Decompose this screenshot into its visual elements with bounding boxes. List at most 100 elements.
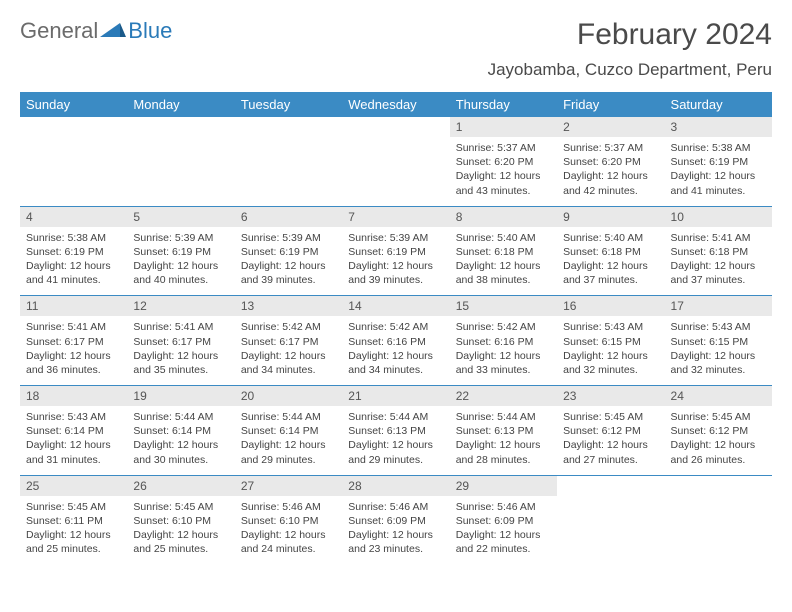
- sunrise-line: Sunrise: 5:44 AM: [348, 410, 443, 424]
- sunrise-label: Sunrise:: [456, 142, 497, 154]
- sunset-label: Sunset:: [456, 156, 495, 168]
- daylight-label: Daylight:: [241, 260, 285, 272]
- daylight-line: Daylight: 12 hours and 35 minutes.: [133, 349, 228, 377]
- day-cell: 22Sunrise: 5:44 AMSunset: 6:13 PMDayligh…: [450, 386, 557, 476]
- day-number-empty: [235, 117, 342, 137]
- day-number: 24: [665, 386, 772, 406]
- daylight-label: Daylight:: [671, 439, 715, 451]
- day-cell: 11Sunrise: 5:41 AMSunset: 6:17 PMDayligh…: [20, 296, 127, 386]
- month-title: February 2024: [488, 18, 772, 52]
- day-cell: 8Sunrise: 5:40 AMSunset: 6:18 PMDaylight…: [450, 206, 557, 296]
- sunset-value: 6:17 PM: [172, 336, 211, 348]
- sunset-value: 6:11 PM: [65, 515, 103, 527]
- daylight-line: Daylight: 12 hours and 33 minutes.: [456, 349, 551, 377]
- daylight-label: Daylight:: [456, 260, 500, 272]
- sunset-label: Sunset:: [456, 425, 495, 437]
- day-content: Sunrise: 5:46 AMSunset: 6:10 PMDaylight:…: [235, 496, 342, 565]
- day-content: Sunrise: 5:41 AMSunset: 6:18 PMDaylight:…: [665, 227, 772, 296]
- day-header-row: Sunday Monday Tuesday Wednesday Thursday…: [20, 92, 772, 117]
- sunset-value: 6:10 PM: [172, 515, 211, 527]
- daylight-label: Daylight:: [671, 350, 715, 362]
- day-cell: [342, 117, 449, 206]
- sunset-line: Sunset: 6:19 PM: [133, 245, 228, 259]
- daylight-line: Daylight: 12 hours and 34 minutes.: [241, 349, 336, 377]
- sunrise-label: Sunrise:: [26, 501, 67, 513]
- sunset-line: Sunset: 6:18 PM: [671, 245, 766, 259]
- day-cell: 20Sunrise: 5:44 AMSunset: 6:14 PMDayligh…: [235, 386, 342, 476]
- week-row: 1Sunrise: 5:37 AMSunset: 6:20 PMDaylight…: [20, 117, 772, 206]
- daylight-line: Daylight: 12 hours and 39 minutes.: [241, 259, 336, 287]
- sunrise-label: Sunrise:: [671, 142, 712, 154]
- sunset-value: 6:13 PM: [494, 425, 533, 437]
- day-content: Sunrise: 5:40 AMSunset: 6:18 PMDaylight:…: [557, 227, 664, 296]
- day-content: Sunrise: 5:39 AMSunset: 6:19 PMDaylight:…: [127, 227, 234, 296]
- day-number-empty: [342, 117, 449, 137]
- sunset-line: Sunset: 6:19 PM: [348, 245, 443, 259]
- daylight-line: Daylight: 12 hours and 34 minutes.: [348, 349, 443, 377]
- title-block: February 2024 Jayobamba, Cuzco Departmen…: [488, 18, 772, 80]
- daylight-line: Daylight: 12 hours and 37 minutes.: [671, 259, 766, 287]
- day-content: Sunrise: 5:42 AMSunset: 6:16 PMDaylight:…: [342, 316, 449, 385]
- sunrise-line: Sunrise: 5:44 AM: [133, 410, 228, 424]
- sunset-value: 6:17 PM: [279, 336, 318, 348]
- daylight-label: Daylight:: [26, 350, 70, 362]
- daylight-label: Daylight:: [563, 350, 607, 362]
- day-cell: 5Sunrise: 5:39 AMSunset: 6:19 PMDaylight…: [127, 206, 234, 296]
- sunset-line: Sunset: 6:12 PM: [563, 424, 658, 438]
- sunrise-line: Sunrise: 5:38 AM: [671, 141, 766, 155]
- day-content: Sunrise: 5:42 AMSunset: 6:17 PMDaylight:…: [235, 316, 342, 385]
- daylight-label: Daylight:: [26, 260, 70, 272]
- sunrise-value: 5:44 AM: [282, 411, 321, 423]
- sunset-value: 6:17 PM: [65, 336, 104, 348]
- sunset-line: Sunset: 6:20 PM: [456, 155, 551, 169]
- day-number: 7: [342, 207, 449, 227]
- day-content: Sunrise: 5:41 AMSunset: 6:17 PMDaylight:…: [20, 316, 127, 385]
- sunrise-value: 5:45 AM: [712, 411, 751, 423]
- sunset-value: 6:15 PM: [709, 336, 748, 348]
- sunrise-value: 5:39 AM: [390, 232, 429, 244]
- day-header-wednesday: Wednesday: [342, 92, 449, 117]
- sunset-value: 6:19 PM: [172, 246, 211, 258]
- sunrise-line: Sunrise: 5:39 AM: [348, 231, 443, 245]
- day-header-thursday: Thursday: [450, 92, 557, 117]
- sunset-value: 6:19 PM: [279, 246, 318, 258]
- day-cell: 9Sunrise: 5:40 AMSunset: 6:18 PMDaylight…: [557, 206, 664, 296]
- sunrise-label: Sunrise:: [133, 411, 174, 423]
- day-cell: 15Sunrise: 5:42 AMSunset: 6:16 PMDayligh…: [450, 296, 557, 386]
- sunset-line: Sunset: 6:16 PM: [456, 335, 551, 349]
- sunset-line: Sunset: 6:10 PM: [133, 514, 228, 528]
- sunset-value: 6:14 PM: [279, 425, 318, 437]
- day-number: 21: [342, 386, 449, 406]
- day-cell: 10Sunrise: 5:41 AMSunset: 6:18 PMDayligh…: [665, 206, 772, 296]
- sunset-value: 6:19 PM: [387, 246, 426, 258]
- sunrise-label: Sunrise:: [241, 232, 282, 244]
- day-cell: [557, 475, 664, 564]
- day-cell: 16Sunrise: 5:43 AMSunset: 6:15 PMDayligh…: [557, 296, 664, 386]
- sunrise-label: Sunrise:: [241, 411, 282, 423]
- sunset-line: Sunset: 6:14 PM: [133, 424, 228, 438]
- day-cell: 23Sunrise: 5:45 AMSunset: 6:12 PMDayligh…: [557, 386, 664, 476]
- day-cell: 28Sunrise: 5:46 AMSunset: 6:09 PMDayligh…: [342, 475, 449, 564]
- sunrise-value: 5:42 AM: [282, 321, 321, 333]
- day-number: 1: [450, 117, 557, 137]
- sunset-line: Sunset: 6:17 PM: [133, 335, 228, 349]
- sunset-label: Sunset:: [241, 336, 280, 348]
- sunset-label: Sunset:: [133, 425, 172, 437]
- sunset-value: 6:19 PM: [65, 246, 104, 258]
- sunset-value: 6:18 PM: [494, 246, 533, 258]
- day-cell: 13Sunrise: 5:42 AMSunset: 6:17 PMDayligh…: [235, 296, 342, 386]
- sunrise-value: 5:46 AM: [497, 501, 536, 513]
- sunset-label: Sunset:: [563, 246, 602, 258]
- sunrise-line: Sunrise: 5:45 AM: [26, 500, 121, 514]
- day-cell: 25Sunrise: 5:45 AMSunset: 6:11 PMDayligh…: [20, 475, 127, 564]
- day-cell: 19Sunrise: 5:44 AMSunset: 6:14 PMDayligh…: [127, 386, 234, 476]
- sunset-value: 6:09 PM: [494, 515, 533, 527]
- sunrise-label: Sunrise:: [456, 411, 497, 423]
- day-content: Sunrise: 5:44 AMSunset: 6:13 PMDaylight:…: [342, 406, 449, 475]
- day-content: Sunrise: 5:43 AMSunset: 6:15 PMDaylight:…: [557, 316, 664, 385]
- day-number-empty: [20, 117, 127, 137]
- day-cell: 2Sunrise: 5:37 AMSunset: 6:20 PMDaylight…: [557, 117, 664, 206]
- day-content: Sunrise: 5:44 AMSunset: 6:14 PMDaylight:…: [127, 406, 234, 475]
- day-number: 23: [557, 386, 664, 406]
- daylight-label: Daylight:: [133, 350, 177, 362]
